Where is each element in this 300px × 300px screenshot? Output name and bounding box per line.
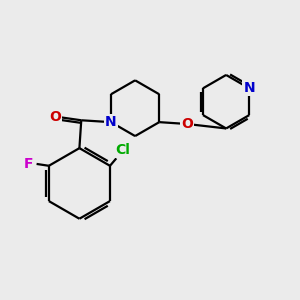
Text: F: F [24,157,33,171]
Text: N: N [244,81,255,95]
Text: Cl: Cl [116,143,130,157]
Text: N: N [105,115,117,129]
Text: O: O [181,117,193,131]
Text: O: O [49,110,61,124]
